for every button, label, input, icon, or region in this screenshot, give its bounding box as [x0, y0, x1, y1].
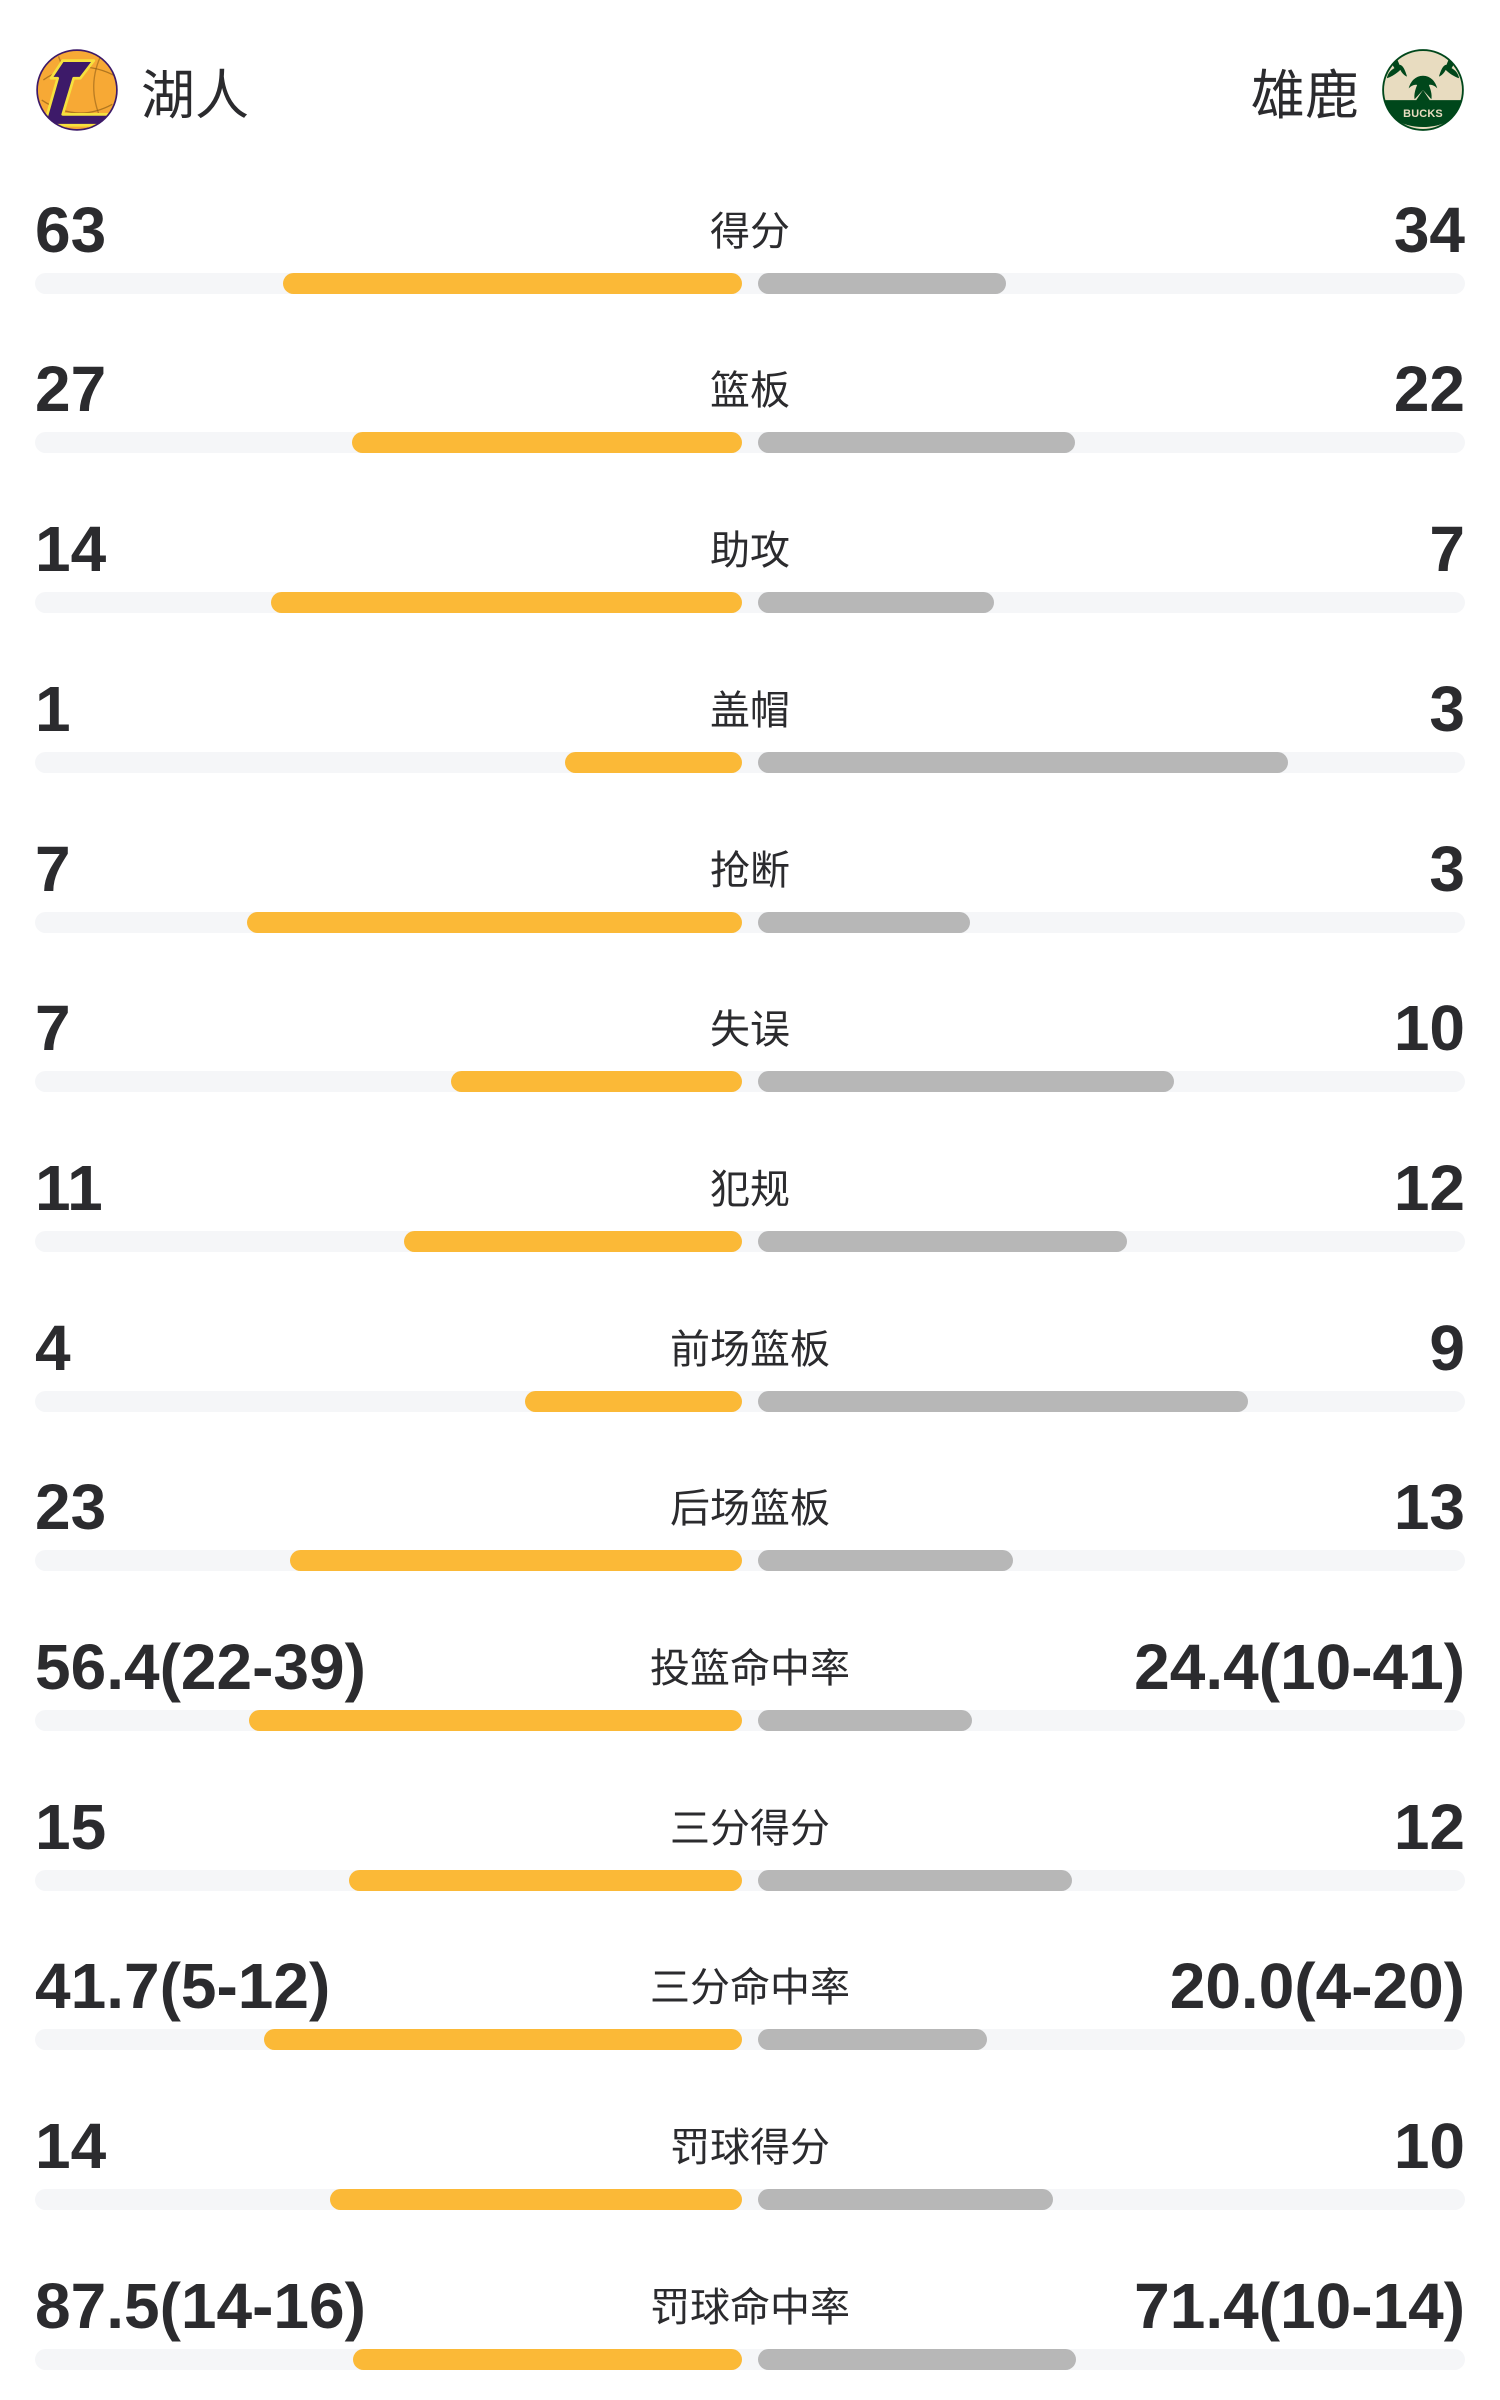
svg-text:BUCKS: BUCKS [1403, 108, 1443, 120]
